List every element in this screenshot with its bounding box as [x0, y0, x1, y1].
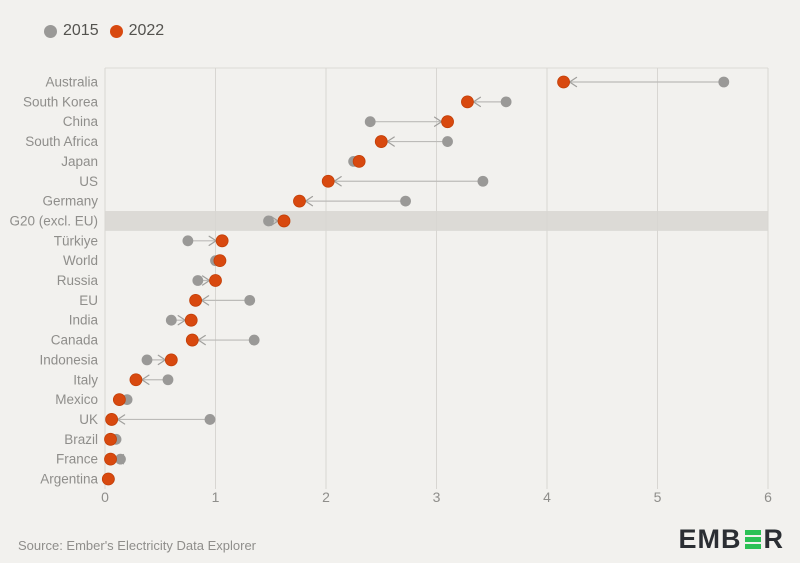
dot-2022: [184, 313, 198, 327]
ember-logo: EMB R: [679, 526, 785, 553]
category-label: France: [56, 452, 98, 467]
dot-2022: [215, 234, 229, 248]
category-label: Germany: [42, 194, 98, 209]
dot-2015: [182, 235, 194, 247]
dot-2022: [189, 293, 203, 307]
dot-2015: [192, 275, 204, 286]
dot-2022: [105, 413, 119, 426]
dot-2015: [162, 374, 174, 386]
dot-2015: [204, 414, 216, 425]
category-label: South Africa: [25, 134, 98, 149]
category-label: Mexico: [55, 392, 98, 407]
dot-2015: [500, 96, 512, 108]
category-label: EU: [79, 293, 98, 308]
dot-2022: [209, 274, 222, 287]
dot-2015: [244, 294, 256, 306]
legend-dot-2015-icon: [44, 24, 57, 38]
category-label: Brazil: [64, 432, 98, 447]
category-label: Argentina: [40, 472, 98, 487]
legend-item-2022: 2022: [109, 22, 165, 40]
category-label: India: [69, 313, 99, 328]
axis-tick-label: 1: [212, 489, 220, 505]
dot-2015: [442, 136, 453, 147]
legend-label-2015: 2015: [63, 22, 99, 39]
dot-2022: [213, 254, 227, 268]
legend: 2015 2022: [44, 22, 164, 40]
category-label: Türkiye: [54, 233, 98, 248]
dot-2022: [461, 95, 474, 109]
axis-tick-label: 2: [322, 489, 330, 505]
legend-label-2022: 2022: [128, 22, 165, 39]
category-label: UK: [79, 412, 98, 427]
category-label: Japan: [61, 154, 98, 169]
dot-2015: [248, 334, 260, 346]
dot-2015: [141, 354, 153, 366]
dot-2015: [477, 175, 489, 187]
dot-2022: [129, 373, 143, 387]
dot-2022: [104, 432, 117, 446]
dot-2015: [263, 215, 274, 227]
dot-2022: [557, 75, 570, 89]
dot-2022: [374, 135, 388, 148]
axis-tick-label: 5: [654, 489, 662, 505]
legend-item-2015: 2015: [44, 22, 99, 40]
dot-2015: [718, 76, 730, 88]
legend-dot-2022-icon: [109, 24, 123, 38]
logo-text-emb: EMB: [678, 524, 742, 554]
category-label: South Korea: [23, 94, 99, 109]
axis-tick-label: 4: [543, 489, 551, 505]
dot-2022: [441, 115, 454, 129]
dot-2022: [293, 194, 306, 208]
dot-2022: [101, 472, 115, 486]
axis-tick-label: 6: [764, 489, 772, 505]
dot-2022: [112, 393, 126, 407]
dot-2022: [104, 452, 117, 466]
category-label: G20 (excl. EU): [9, 213, 98, 228]
dot-2015: [364, 116, 376, 128]
category-label: Canada: [51, 333, 99, 348]
axis-tick-label: 3: [433, 489, 441, 505]
category-label: World: [63, 253, 98, 268]
dot-2022: [321, 174, 335, 188]
logo-text-r: R: [763, 524, 784, 554]
dot-2015: [115, 453, 126, 465]
category-label: Australia: [45, 75, 98, 90]
logo-green-e-icon: [744, 530, 761, 549]
category-label: US: [79, 174, 98, 189]
dot-2015: [165, 314, 177, 326]
dot-2022: [352, 154, 366, 168]
dot-2015: [400, 195, 411, 207]
axis-tick-label: 0: [101, 489, 109, 505]
source-caption: Source: Ember's Electricity Data Explore…: [18, 538, 257, 553]
dot-2022: [185, 333, 199, 347]
category-label: Italy: [73, 372, 98, 387]
category-label: Russia: [57, 273, 99, 288]
category-label: Indonesia: [39, 352, 98, 367]
category-label: China: [63, 114, 99, 129]
dot-2022: [164, 353, 178, 367]
dot-2022: [277, 214, 291, 228]
